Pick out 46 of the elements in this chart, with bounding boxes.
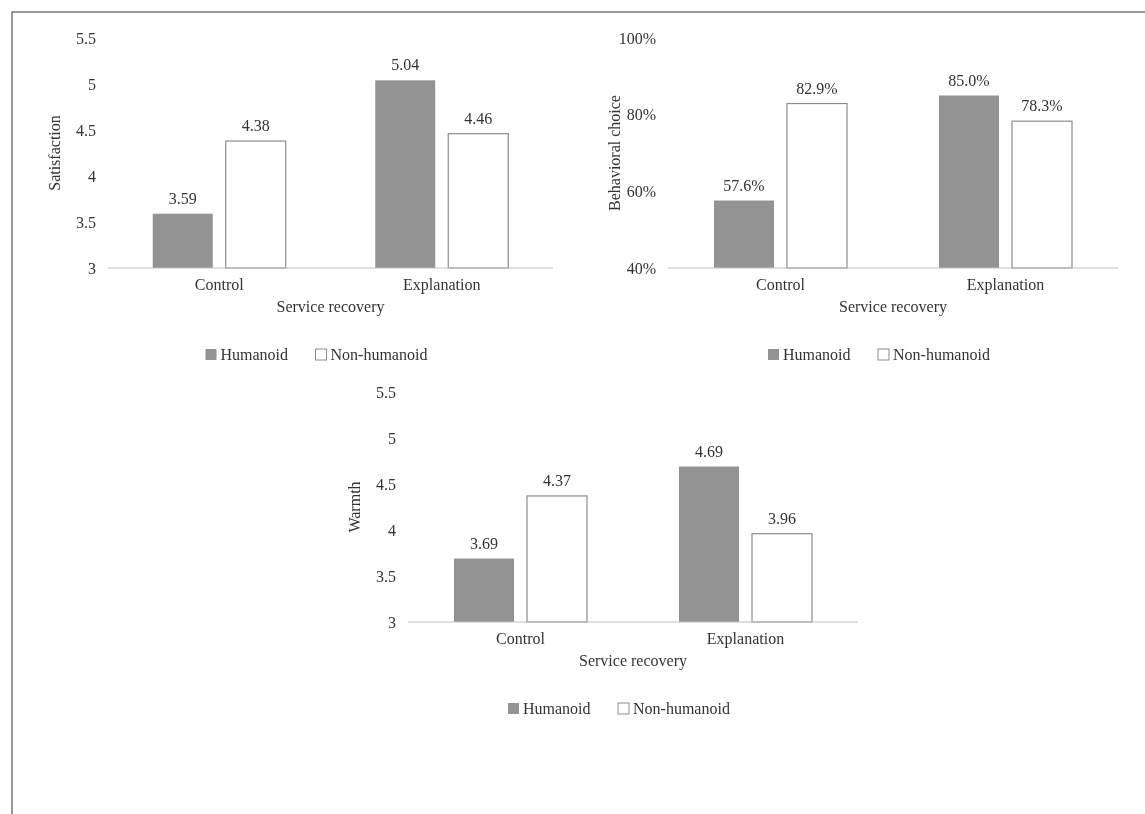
y-tick-label: 60% (626, 182, 656, 200)
y-tick-label: 4 (388, 521, 396, 539)
legend-label: Humanoid (783, 346, 851, 363)
x-tick-label: Explanation (966, 276, 1045, 294)
x-tick-label: Explanation (706, 630, 785, 648)
data-label: 57.6% (723, 176, 765, 194)
x-tick-label: Control (756, 276, 806, 293)
data-label: 4.69 (695, 442, 723, 460)
y-tick-label: 5 (88, 75, 96, 93)
legend-label: Non-humanoid (330, 346, 428, 363)
data-label: 3.59 (168, 189, 197, 207)
y-tick-label: 40% (626, 259, 656, 277)
data-label: 4.46 (464, 109, 493, 127)
y-tick-label: 4.5 (376, 475, 396, 493)
data-label: 3.69 (470, 534, 498, 552)
data-label: 4.38 (241, 117, 270, 135)
legend-label: Humanoid (523, 700, 591, 717)
x-axis-title: Service recovery (839, 298, 947, 316)
data-label: 5.04 (391, 56, 420, 74)
y-tick-label: 4.5 (76, 121, 96, 139)
data-label: 85.0% (948, 71, 990, 89)
y-tick-label: 3 (88, 259, 96, 277)
data-label: 3.96 (768, 509, 796, 527)
x-tick-label: Control (496, 630, 546, 647)
x-axis-title: Service recovery (579, 652, 687, 670)
data-label: 4.37 (543, 471, 571, 489)
y-tick-label: 3.5 (376, 567, 396, 585)
x-tick-label: Explanation (403, 276, 481, 294)
x-axis-title: Service recovery (276, 298, 385, 316)
y-tick-label: 100% (618, 29, 656, 47)
y-tick-label: 3 (388, 613, 396, 631)
data-label: 78.3% (1021, 97, 1063, 115)
data-label: 82.9% (796, 79, 838, 97)
y-axis-title: Warmth (346, 481, 363, 533)
y-tick-label: 3.5 (76, 213, 96, 231)
y-axis-title: Satisfaction (46, 115, 63, 191)
y-tick-label: 80% (626, 106, 656, 124)
legend-label: Humanoid (220, 346, 289, 363)
y-axis-title: Behavioral choice (606, 95, 623, 211)
legend-label: Non-humanoid (893, 346, 990, 363)
y-tick-label: 5.5 (376, 383, 396, 401)
y-tick-label: 5.5 (76, 29, 96, 47)
legend-label: Non-humanoid (633, 700, 730, 717)
y-tick-label: 4 (88, 167, 96, 185)
x-tick-label: Control (194, 276, 245, 293)
y-tick-label: 5 (388, 429, 396, 447)
